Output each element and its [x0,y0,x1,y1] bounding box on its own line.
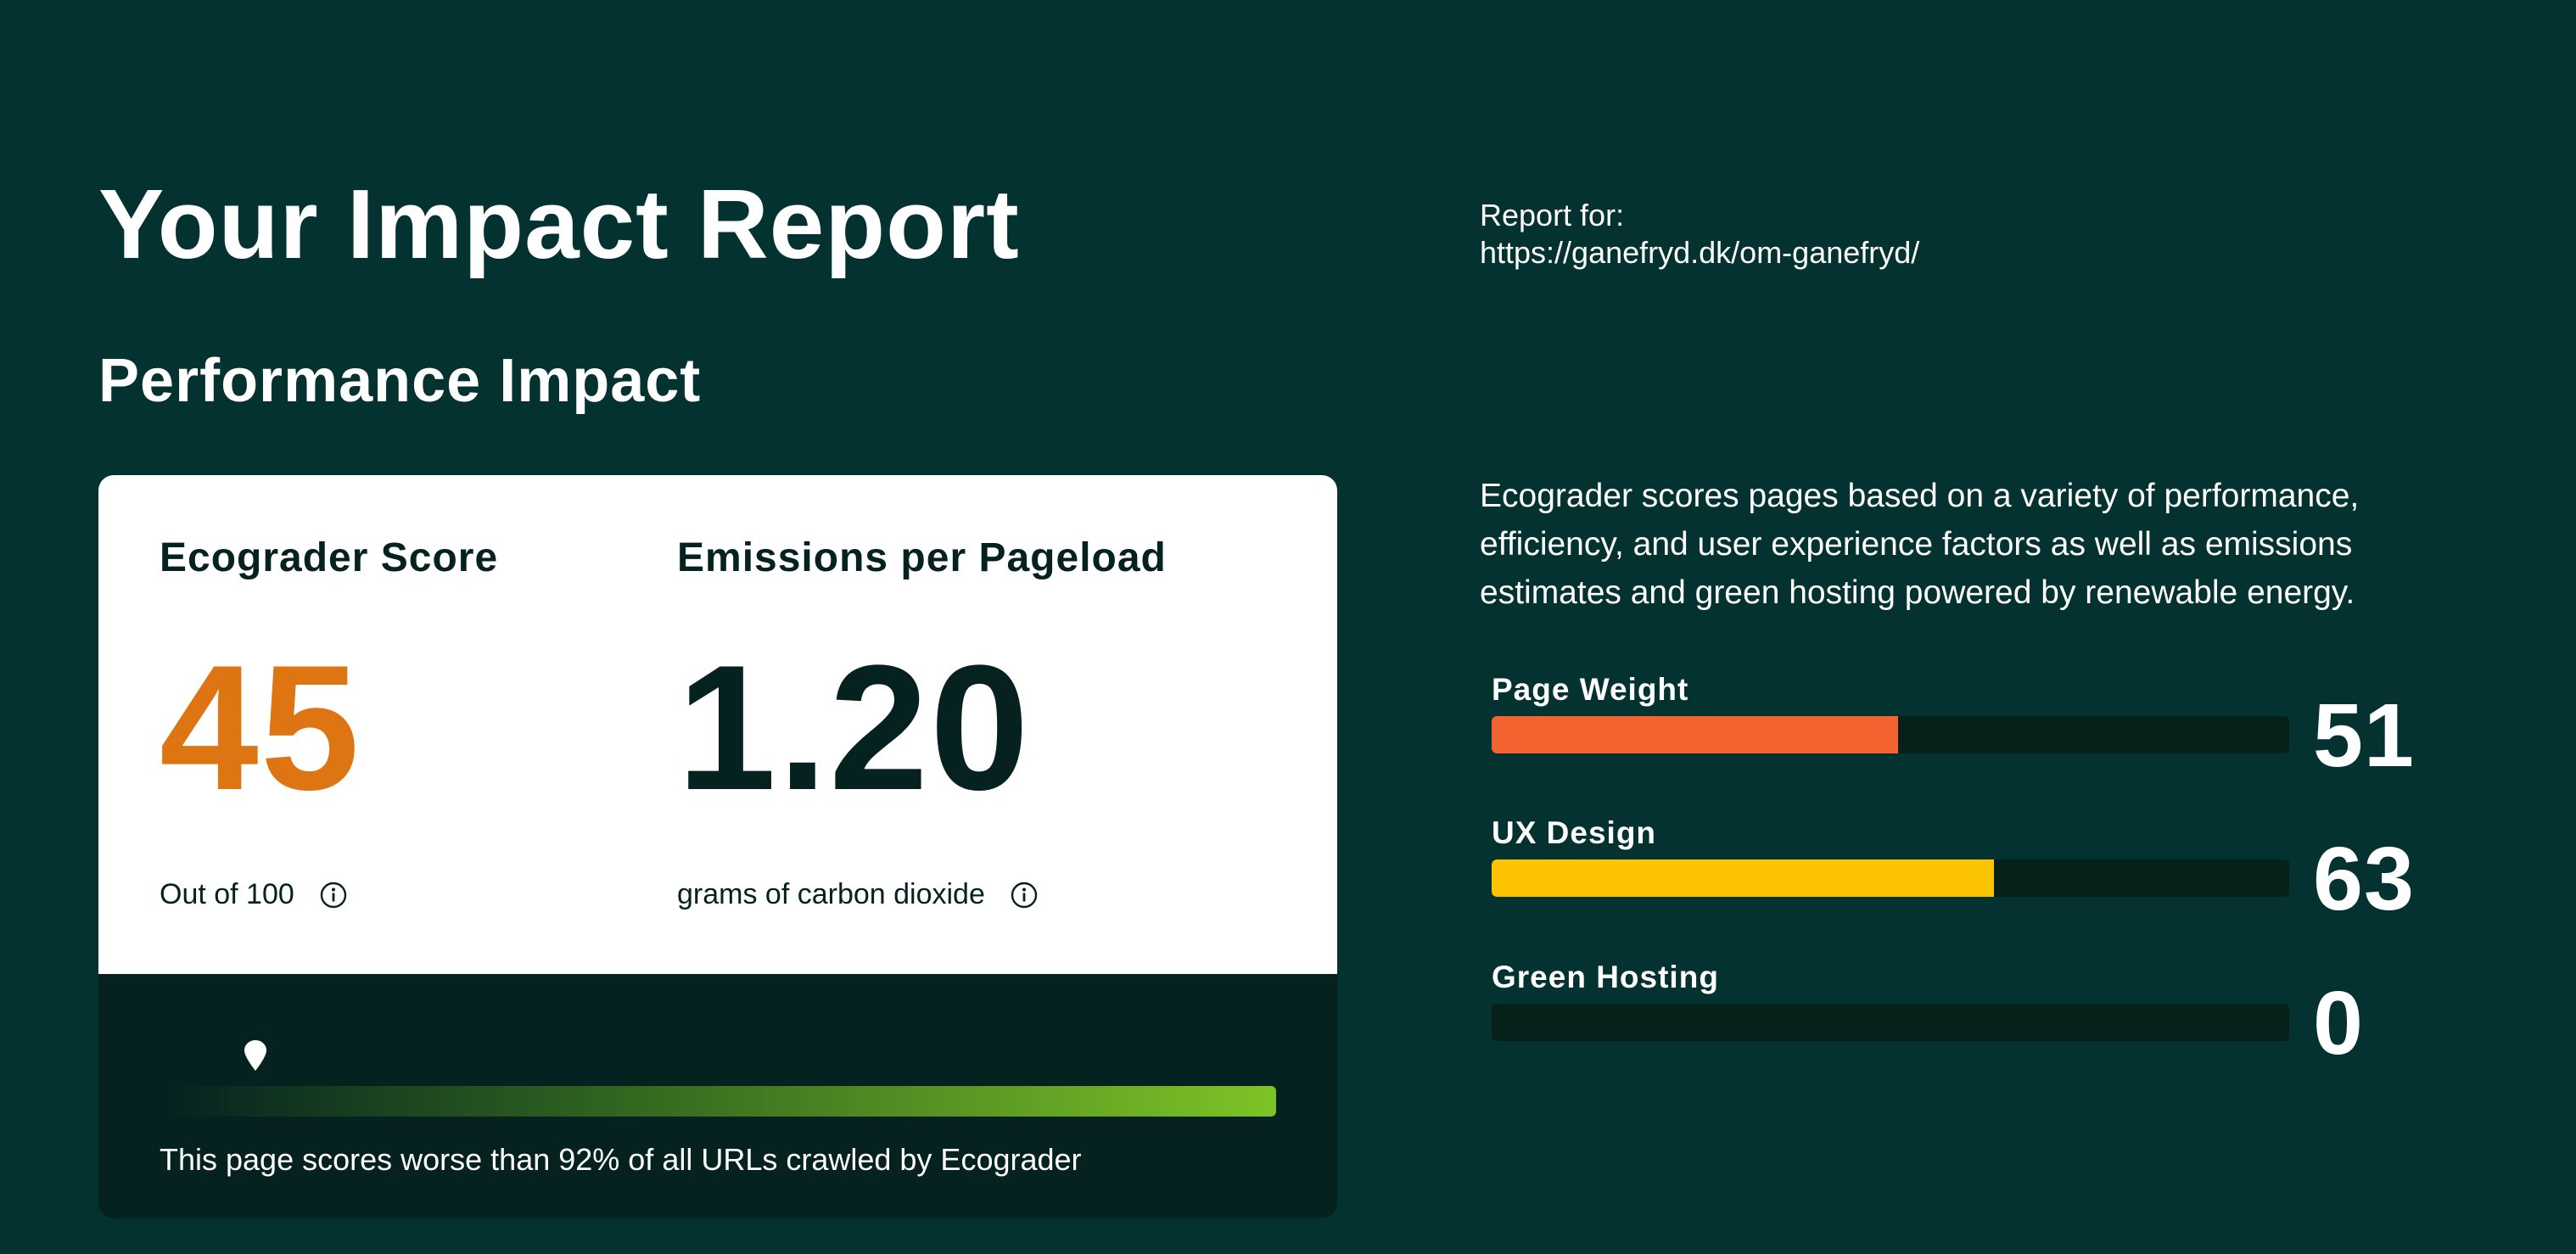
score-label: Ecograder Score [160,535,499,580]
score-sub: Out of 100 [160,878,498,911]
info-icon[interactable] [1011,882,1038,909]
factor-label: UX Design [1492,815,1657,850]
factor-label: Page Weight [1492,672,1689,707]
emissions-label: Emissions per Pageload [677,535,1167,580]
percentile-bar [160,1086,1276,1117]
factor-value: 51 [2313,686,2415,786]
emissions-value: 1.20 [677,628,1031,827]
factor-ux-design: UX Design 63 [1492,815,2467,926]
report-for: Report for: https://ganefryd.dk/om-ganef… [1480,197,1919,272]
factor-bar-track [1492,1004,2289,1041]
report-for-label: Report for: [1480,198,1625,232]
info-icon[interactable] [320,882,347,909]
report-url: https://ganefryd.dk/om-ganefryd/ [1480,235,1920,270]
emissions-sub: grams of carbon dioxide [677,878,1167,911]
factor-value: 63 [2313,829,2415,929]
map-pin-icon [244,1040,266,1071]
factor-bar-track [1492,859,2289,897]
page-title: Your Impact Report [98,169,1020,279]
factor-bar-fill [1492,859,1995,897]
score-card: Ecograder Score 45 Out of 100 Emissions … [98,475,1337,1218]
factor-value: 0 [2313,973,2364,1073]
factor-page-weight: Page Weight 51 [1492,672,2467,782]
factor-label: Green Hosting [1492,960,1719,994]
section-title: Performance Impact [98,347,702,415]
ecograder-score: Ecograder Score 45 Out of 100 [160,535,498,911]
emissions-sub-text: grams of carbon dioxide [677,878,985,910]
description: Ecograder scores pages based on a variet… [1480,478,2360,611]
score-card-top: Ecograder Score 45 Out of 100 Emissions … [98,475,1337,974]
factor-bar-fill [1492,716,1899,753]
factor-bar-track [1492,716,2289,753]
percentile-text: This page scores worse than 92% of all U… [160,1142,1082,1177]
score-value: 45 [160,628,361,827]
emissions-per-pageload: Emissions per Pageload 1.20 grams of car… [677,535,1167,911]
factor-green-hosting: Green Hosting 0 [1492,960,2467,1070]
score-sub-text: Out of 100 [160,878,294,910]
